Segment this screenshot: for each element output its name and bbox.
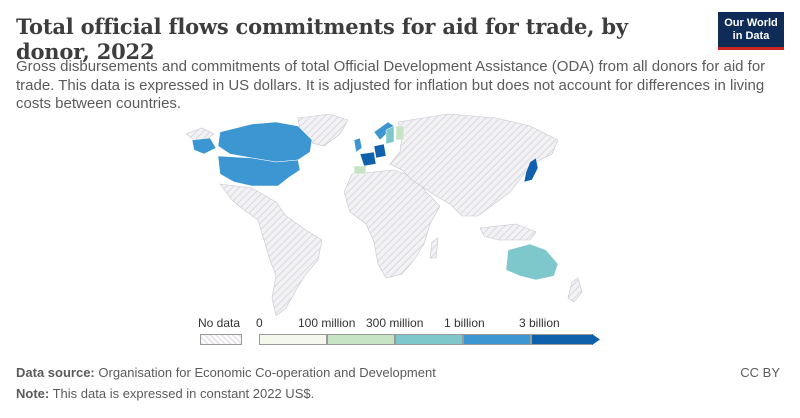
chart-subtitle: Gross disbursements and commitments of t…: [16, 58, 766, 112]
canada-shape[interactable]: [217, 121, 313, 163]
legend-arrow-icon: [592, 334, 600, 345]
usa-shape[interactable]: [217, 155, 301, 187]
legend-bin-1[interactable]: [327, 334, 395, 345]
legend-no-data-label: No data: [198, 316, 241, 330]
legend-bin-0[interactable]: [259, 334, 327, 345]
legend-bin-4[interactable]: [531, 334, 593, 345]
logo-line-2: in Data: [732, 30, 770, 42]
legend-no-data-swatch[interactable]: [200, 334, 242, 345]
japan-shape[interactable]: [523, 157, 539, 183]
logo-line-1: Our World: [724, 17, 778, 29]
legend-bin-2[interactable]: [395, 334, 463, 345]
germany-shape[interactable]: [373, 143, 387, 159]
note-label: Note:: [16, 386, 50, 401]
legend-tick-4: 3 billion: [519, 316, 560, 330]
owid-logo[interactable]: Our World in Data: [718, 12, 784, 50]
map-legend: No data 0 100 million 300 million 1 bill…: [190, 316, 610, 352]
world-map[interactable]: [180, 112, 600, 318]
legend-tick-2: 300 million: [366, 316, 424, 330]
data-source-label: Data source:: [16, 365, 95, 380]
sweden-shape[interactable]: [385, 125, 395, 145]
data-note: Note: This data is expressed in constant…: [16, 386, 314, 401]
southeast-asia-islands-shape[interactable]: [479, 223, 537, 241]
finland-shape[interactable]: [395, 125, 405, 141]
note-text: This data is expressed in constant 2022 …: [52, 386, 315, 401]
madagascar-shape[interactable]: [429, 237, 439, 259]
eurasia-shape[interactable]: [389, 113, 559, 217]
australia-shape[interactable]: [505, 243, 559, 281]
spain-shape[interactable]: [353, 165, 367, 175]
uk-shape[interactable]: [353, 137, 363, 153]
legend-bin-3[interactable]: [463, 334, 531, 345]
new-zealand-shape[interactable]: [567, 277, 583, 303]
alaska-shape[interactable]: [191, 137, 217, 155]
latin-america-shape[interactable]: [219, 183, 323, 317]
data-source-link[interactable]: Organisation for Economic Co-operation a…: [98, 365, 436, 380]
chart-title: Total official flows commitments for aid…: [16, 14, 628, 64]
france-shape[interactable]: [359, 151, 377, 167]
legend-tick-3: 1 billion: [444, 316, 485, 330]
data-source: Data source: Organisation for Economic C…: [16, 365, 436, 380]
legend-tick-1: 100 million: [298, 316, 356, 330]
legend-tick-0: 0: [256, 316, 263, 330]
license-link[interactable]: CC BY: [740, 365, 780, 380]
